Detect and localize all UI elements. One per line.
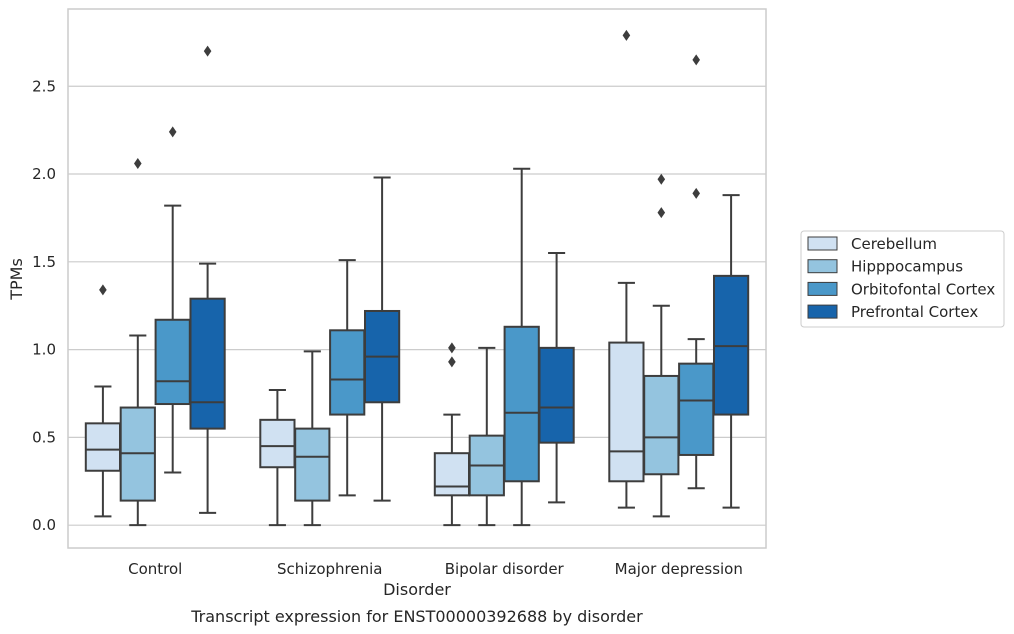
box-group — [433, 342, 471, 527]
boxes — [84, 29, 750, 527]
legend-swatch — [807, 281, 838, 296]
legend-swatch — [807, 259, 838, 274]
outlier-point — [622, 29, 631, 41]
box-iqr — [503, 325, 540, 483]
box-iqr — [678, 362, 715, 456]
outlier-point — [203, 45, 212, 57]
box-iqr — [84, 422, 122, 472]
x-tick-label: Major depression — [615, 560, 743, 578]
x-tick-label: Schizophrenia — [277, 560, 382, 578]
box-group — [678, 54, 715, 490]
legend-swatch — [807, 236, 838, 251]
legend-label: Hipppocampus — [851, 258, 963, 276]
box-iqr — [643, 374, 680, 476]
box-group — [643, 173, 680, 518]
y-tick-label: 2.5 — [32, 77, 56, 95]
x-tick-label: Control — [128, 560, 182, 578]
legend-label: Orbitofontal Cortex — [851, 280, 995, 298]
box-iqr — [154, 318, 191, 406]
y-axis-label: TPMs — [7, 258, 26, 301]
x-tick-labels: Control Schizophrenia Bipolar disorder Majo… — [128, 560, 743, 578]
box-group — [468, 346, 505, 527]
outlier-point — [448, 342, 456, 354]
box-iqr — [608, 341, 645, 483]
box-group — [363, 176, 401, 502]
outlier-point — [134, 158, 142, 170]
box-group — [259, 388, 296, 527]
box-iqr — [329, 329, 366, 416]
box-iqr — [259, 418, 296, 469]
box-iqr — [538, 346, 575, 444]
x-tick-label: Bipolar disorder — [445, 560, 565, 578]
box-group — [154, 126, 191, 474]
box-group — [712, 194, 750, 509]
legend-label: Prefrontal Cortex — [851, 303, 978, 321]
outlier-point — [448, 356, 456, 368]
box-iqr — [294, 427, 331, 502]
outlier-point — [657, 173, 666, 185]
box-group — [294, 350, 331, 527]
box-group — [119, 158, 156, 527]
box-group — [329, 259, 366, 497]
box-group — [189, 45, 226, 514]
y-tick-label: 1.5 — [32, 253, 56, 271]
figure-caption: Transcript expression for ENST0000039268… — [190, 607, 643, 626]
legend-label: Cerebellum — [851, 235, 937, 253]
outlier-point — [168, 126, 177, 138]
outlier-point — [692, 54, 700, 66]
y-tick-label: 0.0 — [32, 516, 56, 534]
box-iqr — [189, 297, 226, 430]
legend-entries: Cerebellum Hipppocampus Orbitofontal Corte… — [807, 235, 995, 321]
plot-frame — [67, 8, 767, 549]
y-tick-label: 2.0 — [32, 165, 56, 183]
y-tick-label: 0.5 — [32, 428, 56, 446]
legend-frame — [800, 230, 1005, 328]
y-tick-label: 1.0 — [32, 341, 56, 359]
legend: Cerebellum Hipppocampus Orbitofontal Corte… — [800, 230, 1005, 328]
y-tick-labels: 0.0 0.5 1.0 1.5 2.0 2.5 — [32, 77, 56, 534]
outlier-point — [692, 187, 700, 199]
outlier-point — [657, 207, 666, 219]
outlier-point — [99, 284, 107, 296]
box-iqr — [433, 452, 471, 497]
x-axis-label: Disorder — [383, 580, 451, 599]
box-group — [503, 167, 540, 527]
box-group — [538, 252, 575, 504]
legend-swatch — [807, 304, 838, 319]
